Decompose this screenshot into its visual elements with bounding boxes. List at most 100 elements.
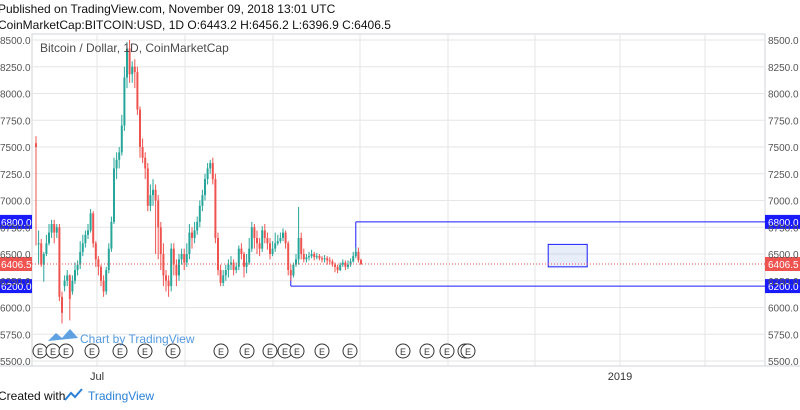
candle-body — [48, 232, 50, 244]
event-marker-glyph: E — [294, 347, 300, 357]
candle-body — [136, 72, 139, 110]
event-marker-icon — [112, 343, 128, 359]
candle-body — [170, 248, 173, 287]
candle-body — [123, 77, 126, 126]
candle-body — [141, 147, 144, 158]
event-marker-glyph: E — [267, 347, 273, 357]
candle-body — [271, 248, 274, 254]
candle-body — [302, 254, 305, 260]
right-price-axis[interactable]: 5500.0 5750.0 6000.0 6250.0 6500.0 6750.0 7000… — [768, 36, 799, 368]
level-label-right: 6200.0 — [768, 282, 799, 293]
candle-body — [204, 179, 206, 196]
candle-body — [263, 230, 266, 238]
y-tick-label-right: 7250.0 — [768, 170, 799, 181]
y-tick-label-right: 6750.0 — [768, 223, 799, 234]
y-tick-label-left: 6750.0 — [0, 223, 31, 234]
candle-body — [206, 168, 209, 180]
event-marker-icon — [165, 343, 181, 359]
candle-body — [237, 248, 240, 267]
event-marker-icon — [342, 343, 358, 359]
event-marker-icon — [213, 343, 229, 359]
candle-body — [50, 224, 53, 233]
candlestick-chart[interactable]: 6800.0 6800.0 6200.0 6200.0 6406.5 6406.5 Bi… — [0, 0, 800, 384]
candle-body — [157, 200, 160, 228]
candle-body — [167, 280, 170, 287]
event-marker-icon — [137, 343, 153, 359]
candle-body — [175, 264, 178, 276]
candle-body — [162, 254, 165, 276]
tradingview-brand[interactable]: TradingView — [88, 389, 155, 403]
candle-body — [58, 227, 61, 297]
event-marker-icon — [58, 343, 74, 359]
candle-body — [276, 241, 279, 244]
event-marker-glyph: E — [244, 347, 250, 357]
candle-body — [79, 251, 82, 265]
candle-body — [87, 230, 89, 235]
candle-body — [334, 264, 336, 267]
event-marker-glyph: E — [400, 347, 406, 357]
candle-body — [66, 275, 69, 281]
candle-body — [198, 205, 201, 222]
candle-body — [209, 163, 212, 169]
candle-body — [248, 248, 251, 263]
y-tick-label-left: 8500.0 — [0, 36, 31, 47]
candle-body — [292, 264, 295, 276]
candle-body — [45, 243, 48, 254]
y-tick-label-left: 5500.0 — [0, 357, 31, 368]
event-marker-glyph: E — [319, 347, 325, 357]
candle-body — [97, 259, 100, 267]
time-axis[interactable]: Jul 2019 — [0, 365, 800, 383]
event-marker-icon — [262, 343, 278, 359]
x-tick-label: 2019 — [608, 371, 632, 383]
event-marker-glyph: E — [424, 347, 430, 357]
candle-body — [178, 259, 180, 276]
y-tick-label-left: 6500.0 — [0, 250, 31, 261]
created-with-label: Created with — [0, 389, 66, 403]
event-marker-icon — [439, 343, 455, 359]
y-tick-label-left: 6000.0 — [0, 304, 31, 315]
candle-body — [331, 261, 334, 265]
candle-body — [196, 221, 199, 231]
candle-body — [81, 243, 84, 252]
top-bar: Published on TradingView.com, November 0… — [0, 0, 800, 34]
y-tick-label-right: 5750.0 — [768, 330, 799, 341]
last-price-badge-left — [0, 257, 32, 272]
candle-body — [315, 256, 318, 258]
candle-body — [61, 296, 63, 313]
last-price-label-right: 6406.5 — [768, 260, 799, 271]
left-price-axis[interactable]: 5500.0 5750.0 6000.0 6250.0 6500.0 6750.0 7000… — [0, 36, 31, 368]
candle-body — [336, 266, 339, 271]
y-tick-label-right: 8250.0 — [768, 63, 799, 74]
candle-body — [300, 237, 303, 254]
candle-body — [118, 152, 121, 160]
published-info: Published on TradingView.com, November 0… — [0, 2, 336, 16]
y-tick-label-right: 5500.0 — [768, 357, 799, 368]
event-marker-glyph: E — [117, 347, 123, 357]
candle-body — [261, 230, 264, 249]
candle-body — [227, 264, 230, 271]
event-marker-glyph: E — [63, 347, 69, 357]
candle-body — [84, 234, 87, 244]
candle-body — [250, 227, 253, 249]
candle-body — [76, 264, 79, 271]
candle-body — [37, 243, 40, 245]
candle-body — [266, 237, 269, 244]
y-tick-label-left: 5750.0 — [0, 330, 31, 341]
candle-body — [279, 237, 282, 242]
candle-body — [282, 232, 284, 238]
candle-body — [224, 270, 227, 276]
candle-body — [341, 262, 344, 265]
candle-body — [102, 280, 105, 292]
range-box[interactable]: 6800.0 6800.0 6200.0 6200.0 — [0, 214, 800, 294]
candle-body — [274, 243, 277, 249]
last-price-label-left: 6406.5 — [1, 260, 32, 271]
event-markers[interactable]: EEEEEEEEEEEEEEEEEEE — [32, 343, 476, 359]
candle-body — [131, 66, 134, 75]
y-tick-label-left: 7750.0 — [0, 116, 31, 127]
candle-body — [313, 254, 316, 258]
tradingview-cloud-icon — [48, 329, 78, 341]
level-label-right: 6800.0 — [768, 218, 799, 229]
event-marker-glyph: E — [142, 347, 148, 357]
y-tick-label-right: 6250.0 — [768, 277, 799, 288]
candle-body — [308, 256, 310, 258]
